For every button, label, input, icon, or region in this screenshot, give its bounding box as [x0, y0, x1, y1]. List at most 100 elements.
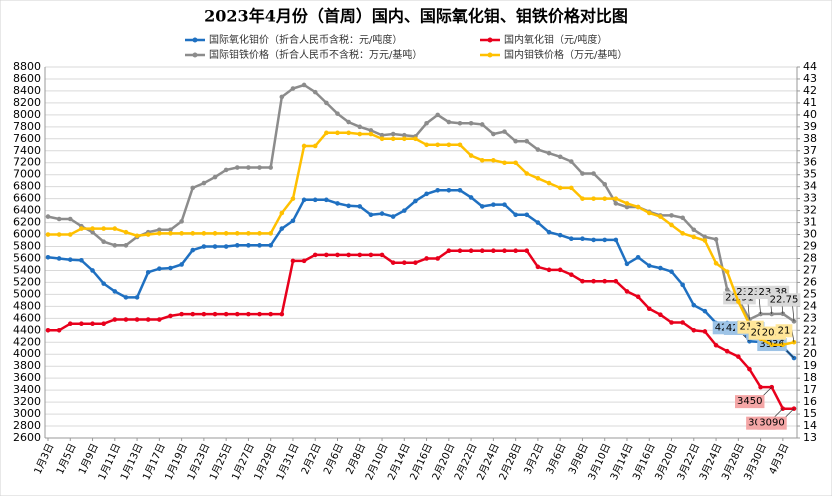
data-point: [435, 256, 441, 261]
data-point: [602, 181, 608, 187]
data-point: [758, 311, 763, 317]
legend-label: 国内氧化钼（元/吨度）: [504, 33, 607, 46]
y-tick-label: 2600: [13, 431, 41, 444]
data-point: [424, 142, 429, 148]
data-point: [758, 384, 763, 390]
data-point: [736, 354, 741, 359]
y2-tick-label: 28: [803, 251, 817, 264]
data-point: [479, 122, 485, 127]
y2-tick-label: 26: [803, 275, 817, 288]
data-point: [223, 231, 229, 236]
data-point: [546, 180, 552, 186]
y-tick-label: 4000: [13, 347, 41, 360]
data-point: [546, 229, 552, 235]
data-point: [45, 232, 51, 237]
y2-tick-label: 13: [803, 431, 817, 444]
data-point: [457, 187, 463, 193]
data-point: [312, 252, 318, 258]
data-point: [446, 248, 452, 254]
data-point: [234, 165, 240, 170]
data-point: [79, 226, 84, 231]
data-point: [535, 176, 541, 181]
data-point: [123, 229, 129, 235]
data-point: [157, 317, 162, 322]
y-tick-label: 7600: [13, 132, 41, 145]
data-point: [390, 136, 396, 142]
data-point: [635, 294, 641, 300]
data-point: [557, 267, 563, 273]
y2-tick-label: 38: [803, 132, 817, 145]
data-point: [446, 142, 452, 148]
data-point: [335, 201, 340, 206]
data-point: [246, 231, 251, 236]
data-point: [669, 222, 674, 228]
data-point: [513, 160, 518, 166]
data-point: [368, 128, 374, 133]
data-point: [101, 321, 106, 327]
data-point: [691, 302, 697, 308]
data-point: [145, 232, 151, 237]
data-point: [613, 278, 619, 284]
legend-label: 国际钼铁价格（折合人民币不含税：万元/基吨）: [209, 48, 422, 61]
data-point: [669, 269, 674, 274]
data-point: [569, 236, 574, 242]
y2-tick-label: 32: [803, 204, 817, 217]
data-point: [379, 136, 385, 142]
data-point: [223, 311, 229, 317]
data-point: [268, 165, 273, 170]
data-point: [513, 212, 518, 218]
data-point: [56, 256, 62, 261]
data-point: [67, 321, 73, 327]
data-point: [246, 165, 251, 170]
y-tick-label: 4400: [13, 323, 41, 336]
data-point: [234, 243, 240, 248]
data-point: [324, 197, 329, 203]
data-point: [680, 320, 685, 325]
data-point: [680, 231, 685, 236]
data-point: [190, 247, 196, 253]
data-point: [479, 158, 485, 163]
y-tick-label: 4600: [13, 311, 41, 324]
data-point: [535, 220, 541, 225]
y-tick-label: 7800: [13, 120, 41, 133]
data-point: [290, 258, 296, 264]
data-point: [424, 256, 429, 261]
data-point: [446, 187, 452, 193]
data-point: [257, 243, 262, 248]
data-point: [134, 295, 140, 300]
y2-tick-label: 22: [803, 323, 817, 336]
data-point: [324, 100, 329, 106]
data-point: [201, 180, 207, 186]
data-point: [736, 299, 741, 304]
data-point: [112, 289, 118, 294]
data-point: [724, 287, 730, 292]
data-point: [90, 226, 95, 231]
data-point: [223, 167, 229, 173]
data-point: [724, 348, 730, 354]
data-point: [691, 234, 697, 240]
data-point: [513, 248, 518, 254]
data-point: [357, 204, 363, 209]
data-point: [691, 227, 697, 233]
data-point: [646, 210, 652, 216]
data-point: [413, 260, 418, 265]
data-point: [379, 252, 385, 258]
data-point: [179, 231, 184, 236]
data-point: [591, 196, 596, 201]
data-point: [301, 82, 307, 88]
data-point: [134, 233, 140, 239]
y2-tick-label: 27: [803, 263, 817, 276]
data-point: [368, 212, 374, 218]
data-point: [457, 120, 463, 126]
data-point: [67, 232, 73, 237]
data-point: [468, 248, 474, 254]
y-tick-label: 5000: [13, 287, 41, 300]
data-point: [279, 210, 285, 216]
y-tick-label: 5400: [13, 263, 41, 276]
data-point: [624, 204, 630, 210]
data-point: [79, 257, 84, 263]
data-point: [390, 260, 396, 265]
data-point: [268, 311, 273, 317]
